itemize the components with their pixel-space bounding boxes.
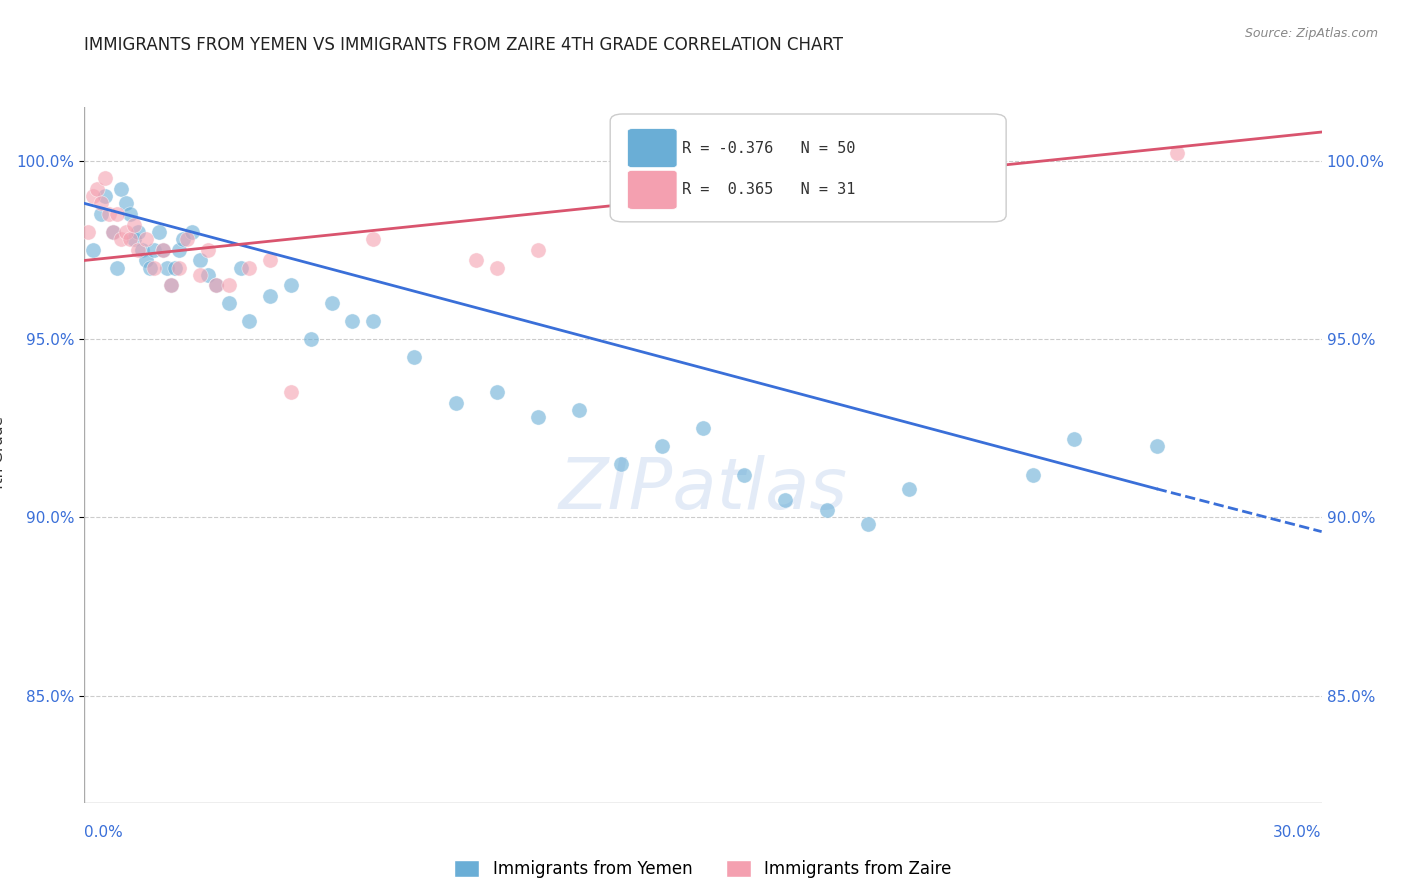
Point xyxy=(90,207,112,221)
Point xyxy=(127,243,149,257)
Point xyxy=(229,260,252,275)
Point xyxy=(444,396,467,410)
Point xyxy=(238,314,260,328)
Point xyxy=(180,225,202,239)
Point xyxy=(404,350,426,364)
Point xyxy=(135,253,157,268)
Point xyxy=(118,207,141,221)
Point xyxy=(197,268,219,282)
Point xyxy=(90,196,112,211)
Point xyxy=(139,260,162,275)
Point xyxy=(160,278,183,293)
Point xyxy=(1166,146,1188,161)
Point xyxy=(238,260,260,275)
Point xyxy=(118,232,141,246)
Point xyxy=(321,296,343,310)
Point xyxy=(775,492,797,507)
Point xyxy=(114,225,136,239)
Point xyxy=(152,243,174,257)
Point xyxy=(156,260,179,275)
Point xyxy=(77,225,100,239)
Point xyxy=(361,232,384,246)
Point xyxy=(342,314,364,328)
Point xyxy=(86,182,108,196)
Point xyxy=(94,171,117,186)
Point xyxy=(172,232,194,246)
Point xyxy=(176,232,198,246)
Point xyxy=(103,225,125,239)
Point xyxy=(527,243,550,257)
Text: 0.0%: 0.0% xyxy=(84,825,124,840)
Legend: Immigrants from Yemen, Immigrants from Zaire: Immigrants from Yemen, Immigrants from Z… xyxy=(449,854,957,885)
Point xyxy=(692,421,714,435)
FancyBboxPatch shape xyxy=(627,128,678,168)
Point xyxy=(105,207,128,221)
Point xyxy=(127,225,149,239)
FancyBboxPatch shape xyxy=(627,170,678,210)
Point xyxy=(856,517,879,532)
Point xyxy=(103,225,125,239)
Point xyxy=(733,467,755,482)
Text: IMMIGRANTS FROM YEMEN VS IMMIGRANTS FROM ZAIRE 4TH GRADE CORRELATION CHART: IMMIGRANTS FROM YEMEN VS IMMIGRANTS FROM… xyxy=(84,36,844,54)
Point xyxy=(568,403,591,417)
Point xyxy=(98,207,121,221)
Point xyxy=(299,332,322,346)
Point xyxy=(131,243,153,257)
Point xyxy=(167,243,190,257)
Point xyxy=(465,253,488,268)
Point xyxy=(485,260,508,275)
Point xyxy=(148,225,170,239)
Point xyxy=(609,457,631,471)
Point xyxy=(259,289,281,303)
Point xyxy=(152,243,174,257)
Point xyxy=(143,243,166,257)
Text: 30.0%: 30.0% xyxy=(1274,825,1322,840)
Point xyxy=(205,278,228,293)
Point xyxy=(280,385,302,400)
Text: R = -0.376   N = 50: R = -0.376 N = 50 xyxy=(682,141,855,155)
Point xyxy=(135,232,157,246)
Point xyxy=(94,189,117,203)
Point xyxy=(110,182,132,196)
Point xyxy=(114,196,136,211)
Point xyxy=(485,385,508,400)
Y-axis label: 4th Grade: 4th Grade xyxy=(0,417,6,493)
Text: R =  0.365   N = 31: R = 0.365 N = 31 xyxy=(682,182,855,197)
Point xyxy=(122,218,145,232)
Point xyxy=(898,482,921,496)
Point xyxy=(143,260,166,275)
Point xyxy=(205,278,228,293)
Point xyxy=(188,253,211,268)
Point xyxy=(218,278,240,293)
Point xyxy=(167,260,190,275)
Point xyxy=(1022,467,1045,482)
Point xyxy=(527,410,550,425)
Point xyxy=(259,253,281,268)
Point xyxy=(188,268,211,282)
Point xyxy=(815,503,838,517)
Point xyxy=(361,314,384,328)
Point xyxy=(280,278,302,293)
Text: Source: ZipAtlas.com: Source: ZipAtlas.com xyxy=(1244,27,1378,40)
Point xyxy=(105,260,128,275)
Point xyxy=(197,243,219,257)
Text: ZIPatlas: ZIPatlas xyxy=(558,455,848,524)
Point xyxy=(651,439,673,453)
Point xyxy=(1063,432,1085,446)
Point xyxy=(122,232,145,246)
FancyBboxPatch shape xyxy=(610,114,1007,222)
Point xyxy=(1146,439,1168,453)
Point xyxy=(82,243,104,257)
Point xyxy=(218,296,240,310)
Point xyxy=(160,278,183,293)
Point xyxy=(82,189,104,203)
Point xyxy=(165,260,187,275)
Point xyxy=(110,232,132,246)
